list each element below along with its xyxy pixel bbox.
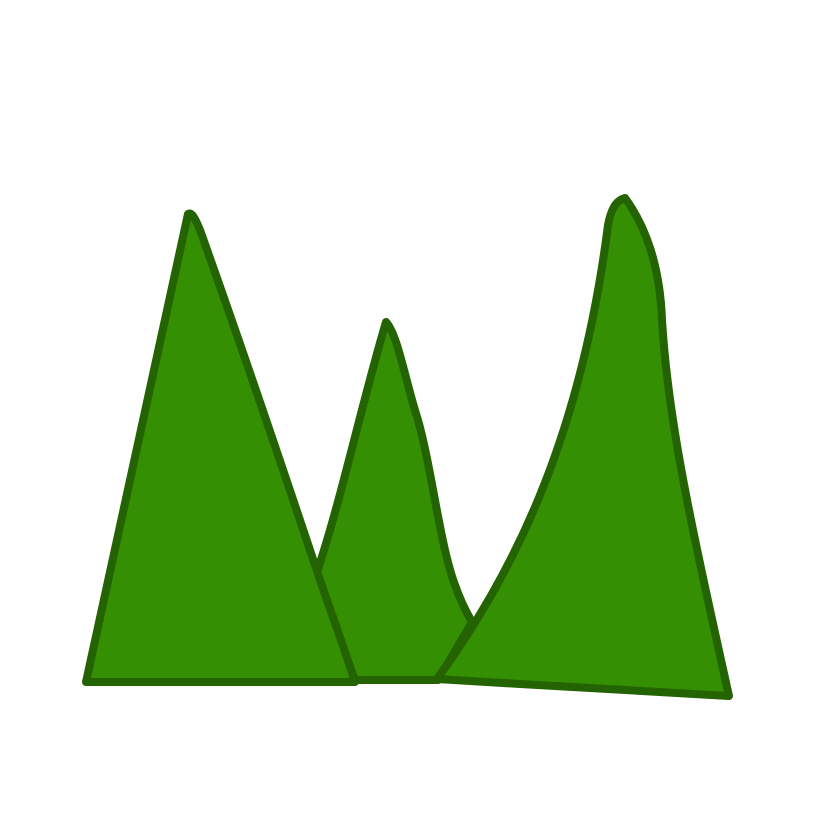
left-hill-shape (82, 209, 359, 686)
middle-hill-shape (311, 318, 476, 684)
right-hill-shape (433, 194, 733, 700)
